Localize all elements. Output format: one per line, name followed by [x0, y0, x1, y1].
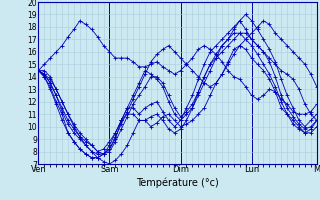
X-axis label: Température (°c): Température (°c): [136, 177, 219, 188]
